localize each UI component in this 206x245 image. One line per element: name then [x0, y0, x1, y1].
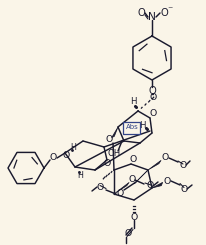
Text: O: O: [149, 110, 157, 119]
Text: ⁻: ⁻: [167, 5, 173, 15]
Text: O: O: [62, 151, 70, 160]
Text: O: O: [129, 155, 137, 163]
Text: H: H: [139, 121, 145, 130]
Text: O: O: [128, 175, 136, 184]
Text: OH: OH: [107, 149, 121, 159]
Text: O: O: [163, 176, 171, 185]
Text: H: H: [130, 98, 136, 107]
Text: O: O: [146, 182, 154, 191]
Polygon shape: [112, 127, 118, 138]
Text: Abs: Abs: [126, 124, 138, 130]
Text: O: O: [49, 154, 57, 162]
Text: N: N: [148, 12, 156, 22]
Text: O: O: [116, 189, 124, 198]
Text: O: O: [124, 229, 132, 237]
Text: O: O: [137, 8, 145, 18]
Polygon shape: [152, 182, 163, 188]
Text: O: O: [148, 86, 156, 96]
Text: O: O: [96, 183, 104, 192]
FancyBboxPatch shape: [124, 122, 140, 135]
Polygon shape: [114, 182, 129, 194]
Text: O: O: [103, 159, 111, 169]
Text: O: O: [179, 160, 187, 170]
Text: O: O: [149, 94, 157, 102]
Text: O: O: [160, 8, 168, 18]
Text: O: O: [130, 212, 138, 221]
Polygon shape: [134, 170, 148, 184]
Text: O: O: [161, 154, 169, 162]
Text: H: H: [77, 171, 83, 180]
Text: O: O: [180, 184, 188, 194]
Text: O: O: [105, 135, 113, 145]
Polygon shape: [148, 160, 161, 170]
Text: H: H: [70, 143, 76, 151]
